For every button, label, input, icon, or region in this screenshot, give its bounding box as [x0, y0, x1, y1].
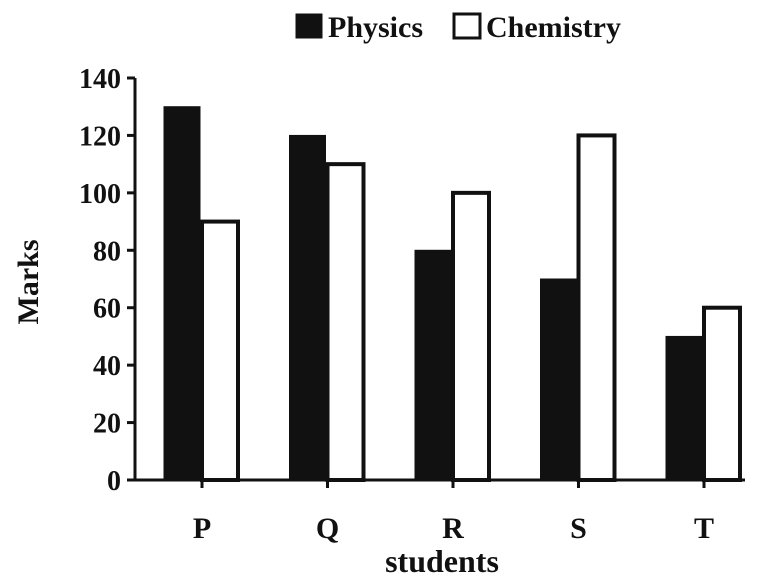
bar-physics-p: [163, 106, 201, 481]
bar-physics-t: [665, 335, 703, 481]
x-axis-label: students: [385, 543, 499, 579]
x-tick-label: T: [694, 512, 714, 545]
x-tick-label: S: [570, 512, 587, 545]
y-tick-label: 120: [79, 121, 121, 152]
bar-chemistry-p: [200, 219, 240, 482]
bar-chemistry-s: [576, 133, 617, 483]
y-tick-label: 40: [93, 351, 121, 382]
x-tick-label: R: [442, 512, 464, 545]
x-tick-label: Q: [316, 512, 339, 545]
y-tick-label: 0: [107, 466, 121, 497]
bar-physics-r: [414, 249, 452, 481]
legend-label-physics: Physics: [328, 11, 423, 44]
bar-physics-q: [289, 134, 326, 481]
legend: Physics Chemistry: [295, 11, 621, 44]
bar-physics-s: [540, 278, 577, 481]
bar-chemistry-r: [451, 190, 491, 482]
y-tick-label: 100: [79, 179, 121, 210]
x-ticks: P Q R S T: [193, 480, 714, 545]
y-tick-label: 140: [79, 64, 121, 95]
legend-label-chemistry: Chemistry: [486, 11, 621, 44]
bar-chemistry-t: [702, 305, 742, 483]
y-ticks: 0 20 40 60 80 100 120 140: [79, 64, 135, 497]
y-tick-label: 60: [93, 294, 121, 325]
y-tick-label: 20: [93, 409, 121, 440]
y-axis-label: Marks: [12, 240, 45, 325]
legend-swatch-physics: [295, 13, 323, 39]
bar-chemistry-q: [325, 162, 366, 482]
bars: [163, 106, 742, 483]
y-tick-label: 80: [93, 236, 121, 267]
legend-swatch-chemistry: [452, 12, 482, 40]
x-tick-label: P: [193, 512, 211, 545]
